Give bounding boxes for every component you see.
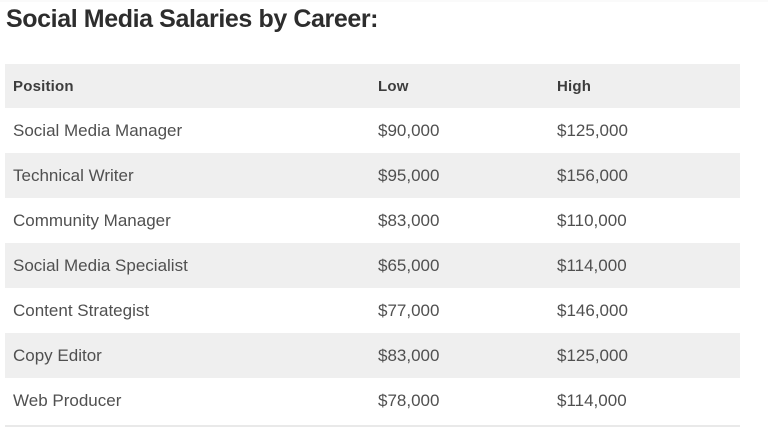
- table-row: Social Media Specialist $65,000 $114,000: [5, 243, 740, 288]
- cell-high: $125,000: [557, 120, 628, 140]
- cell-position: Content Strategist: [13, 300, 150, 320]
- table-row: Web Producer $78,000 $114,000: [5, 378, 740, 423]
- cell-low: $95,000: [378, 165, 440, 185]
- column-header-low: Low: [378, 77, 409, 95]
- cell-low: $78,000: [378, 390, 440, 410]
- cell-position: Social Media Specialist: [13, 255, 188, 275]
- table-row: Community Manager $83,000 $110,000: [5, 198, 740, 243]
- cell-position: Web Producer: [13, 390, 122, 410]
- cell-low: $83,000: [378, 345, 440, 365]
- cell-high: $146,000: [557, 300, 628, 320]
- salary-table: Position Low High Social Media Manager $…: [5, 64, 740, 423]
- cell-low: $90,000: [378, 120, 440, 140]
- table-header-row: Position Low High: [5, 64, 740, 108]
- cell-high: $114,000: [557, 390, 627, 410]
- cell-position: Community Manager: [13, 210, 171, 230]
- cell-low: $83,000: [378, 210, 440, 230]
- table-row: Technical Writer $95,000 $156,000: [5, 153, 740, 198]
- table-row: Social Media Manager $90,000 $125,000: [5, 108, 740, 153]
- cell-high: $110,000: [557, 210, 627, 230]
- cell-position: Copy Editor: [13, 345, 102, 365]
- cell-high: $114,000: [557, 255, 627, 275]
- top-edge-strip: [0, 0, 768, 2]
- table-row: Content Strategist $77,000 $146,000: [5, 288, 740, 333]
- cell-position: Social Media Manager: [13, 120, 183, 140]
- table-bottom-edge: [5, 425, 740, 427]
- cell-low: $65,000: [378, 255, 440, 275]
- column-header-high: High: [557, 77, 592, 95]
- table-row: Copy Editor $83,000 $125,000: [5, 333, 740, 378]
- page-title: Social Media Salaries by Career:: [6, 5, 379, 33]
- cell-low: $77,000: [378, 300, 440, 320]
- cell-high: $156,000: [557, 165, 628, 185]
- column-header-position: Position: [13, 77, 74, 95]
- cell-position: Technical Writer: [13, 165, 134, 185]
- cell-high: $125,000: [557, 345, 628, 365]
